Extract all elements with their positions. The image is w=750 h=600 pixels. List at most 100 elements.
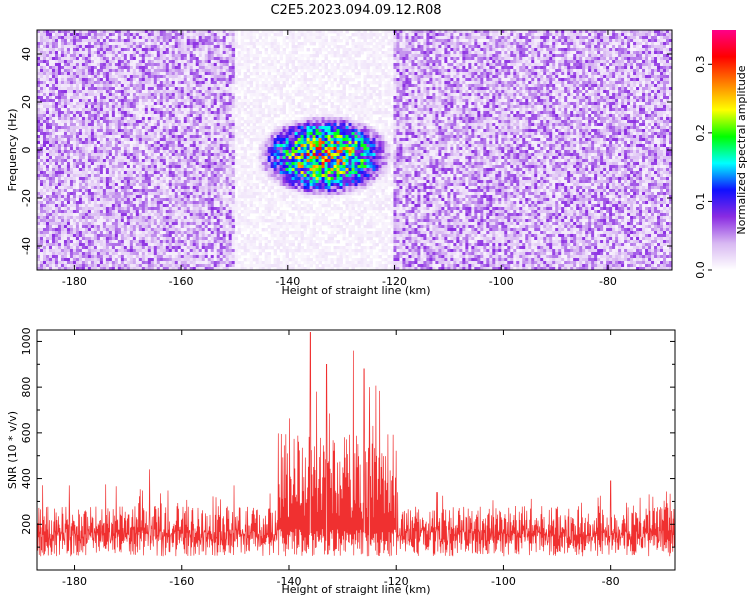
heatmap-cell: [552, 90, 556, 94]
heatmap-cell: [657, 48, 661, 52]
heatmap-cell: [117, 45, 122, 49]
heatmap-cell: [333, 99, 337, 103]
heatmap-cell: [624, 72, 628, 76]
heatmap-cell: [435, 90, 439, 94]
heatmap-cell: [423, 45, 427, 49]
heatmap-cell: [519, 78, 523, 82]
heatmap-cell: [354, 51, 358, 55]
heatmap-cell: [66, 81, 71, 85]
heatmap-cell: [156, 87, 161, 91]
heatmap-cell: [321, 42, 325, 46]
heatmap-cell: [225, 33, 230, 37]
heatmap-cell: [390, 87, 394, 91]
heatmap-cell: [360, 45, 364, 49]
heatmap-cell: [474, 48, 478, 52]
heatmap-cell: [231, 42, 236, 46]
heatmap-cell: [630, 51, 634, 55]
heatmap-cell: [222, 54, 227, 58]
heatmap-cell: [69, 78, 74, 82]
heatmap-cell: [153, 42, 158, 46]
heatmap-cell: [126, 102, 131, 106]
heatmap-cell: [408, 75, 412, 79]
heatmap-cell: [423, 48, 427, 52]
heatmap-cell: [60, 36, 65, 40]
heatmap-cell: [37, 78, 41, 82]
heatmap-cell: [117, 96, 122, 100]
heatmap-cell: [663, 39, 667, 43]
heatmap-cell: [648, 51, 652, 55]
heatmap-cell: [213, 33, 218, 37]
heatmap-cell: [621, 39, 625, 43]
heatmap-cell: [633, 63, 637, 67]
heatmap-cell: [510, 78, 514, 82]
heatmap-cell: [432, 93, 436, 97]
heatmap-cell: [141, 63, 146, 67]
heatmap-cell: [426, 54, 430, 58]
heatmap-cell: [594, 63, 598, 67]
heatmap-cell: [216, 84, 221, 88]
heatmap-cell: [120, 39, 125, 43]
heatmap-cell: [510, 30, 514, 34]
heatmap-cell: [216, 54, 221, 58]
heatmap-cell: [288, 51, 292, 55]
heatmap-cell: [48, 54, 53, 58]
heatmap-cell: [168, 72, 173, 76]
heatmap-cell: [240, 102, 245, 106]
heatmap-cell: [459, 36, 463, 40]
heatmap-cell: [45, 69, 50, 73]
heatmap-cell: [63, 75, 68, 79]
heatmap-cell: [117, 57, 122, 61]
heatmap-cell: [351, 63, 355, 67]
heatmap-cell: [126, 60, 131, 64]
heatmap-cell: [627, 60, 631, 64]
heatmap-cell: [210, 45, 215, 49]
heatmap-cell: [207, 69, 212, 73]
heatmap-cell: [339, 75, 343, 79]
heatmap-cell: [99, 45, 104, 49]
heatmap-cell: [417, 102, 421, 106]
heatmap-cell: [114, 102, 119, 106]
heatmap-cell: [249, 33, 254, 37]
heatmap-cell: [528, 63, 532, 67]
heatmap-cell: [210, 78, 215, 82]
heatmap-cell: [468, 75, 472, 79]
heatmap-cell: [654, 90, 658, 94]
heatmap-cell: [321, 102, 325, 106]
heatmap-cell: [450, 42, 454, 46]
heatmap-cell: [282, 39, 287, 43]
heatmap-cell: [462, 75, 466, 79]
heatmap-cell: [57, 60, 62, 64]
heatmap-cell: [69, 96, 74, 100]
heatmap-cell: [573, 75, 577, 79]
heatmap-cell: [525, 36, 529, 40]
heatmap-cell: [102, 69, 107, 73]
heatmap-cell: [573, 33, 577, 37]
heatmap-cell: [135, 105, 140, 109]
heatmap-cell: [222, 93, 227, 97]
heatmap-cell: [621, 45, 625, 49]
heatmap-cell: [558, 78, 562, 82]
heatmap-cell: [558, 63, 562, 67]
heatmap-cell: [129, 57, 134, 61]
heatmap-cell: [180, 45, 185, 49]
heatmap-cell: [297, 78, 301, 82]
heatmap-cell: [78, 33, 83, 37]
heatmap-cell: [216, 93, 221, 97]
heatmap-cell: [591, 33, 595, 37]
heatmap-cell: [60, 57, 65, 61]
heatmap-cell: [99, 81, 104, 85]
heatmap-cell: [387, 39, 391, 43]
heatmap-cell: [144, 75, 149, 79]
heatmap-cell: [258, 66, 263, 70]
heatmap-cell: [597, 93, 601, 97]
heatmap-cell: [387, 81, 391, 85]
heatmap-cell: [327, 78, 331, 82]
heatmap-cell: [108, 33, 113, 37]
heatmap-cell: [654, 48, 658, 52]
heatmap-cell: [40, 51, 44, 55]
heatmap-cell: [354, 60, 358, 64]
heatmap-cell: [531, 48, 535, 52]
heatmap-cell: [441, 93, 445, 97]
heatmap-cell: [357, 63, 361, 67]
heatmap-cell: [102, 60, 107, 64]
